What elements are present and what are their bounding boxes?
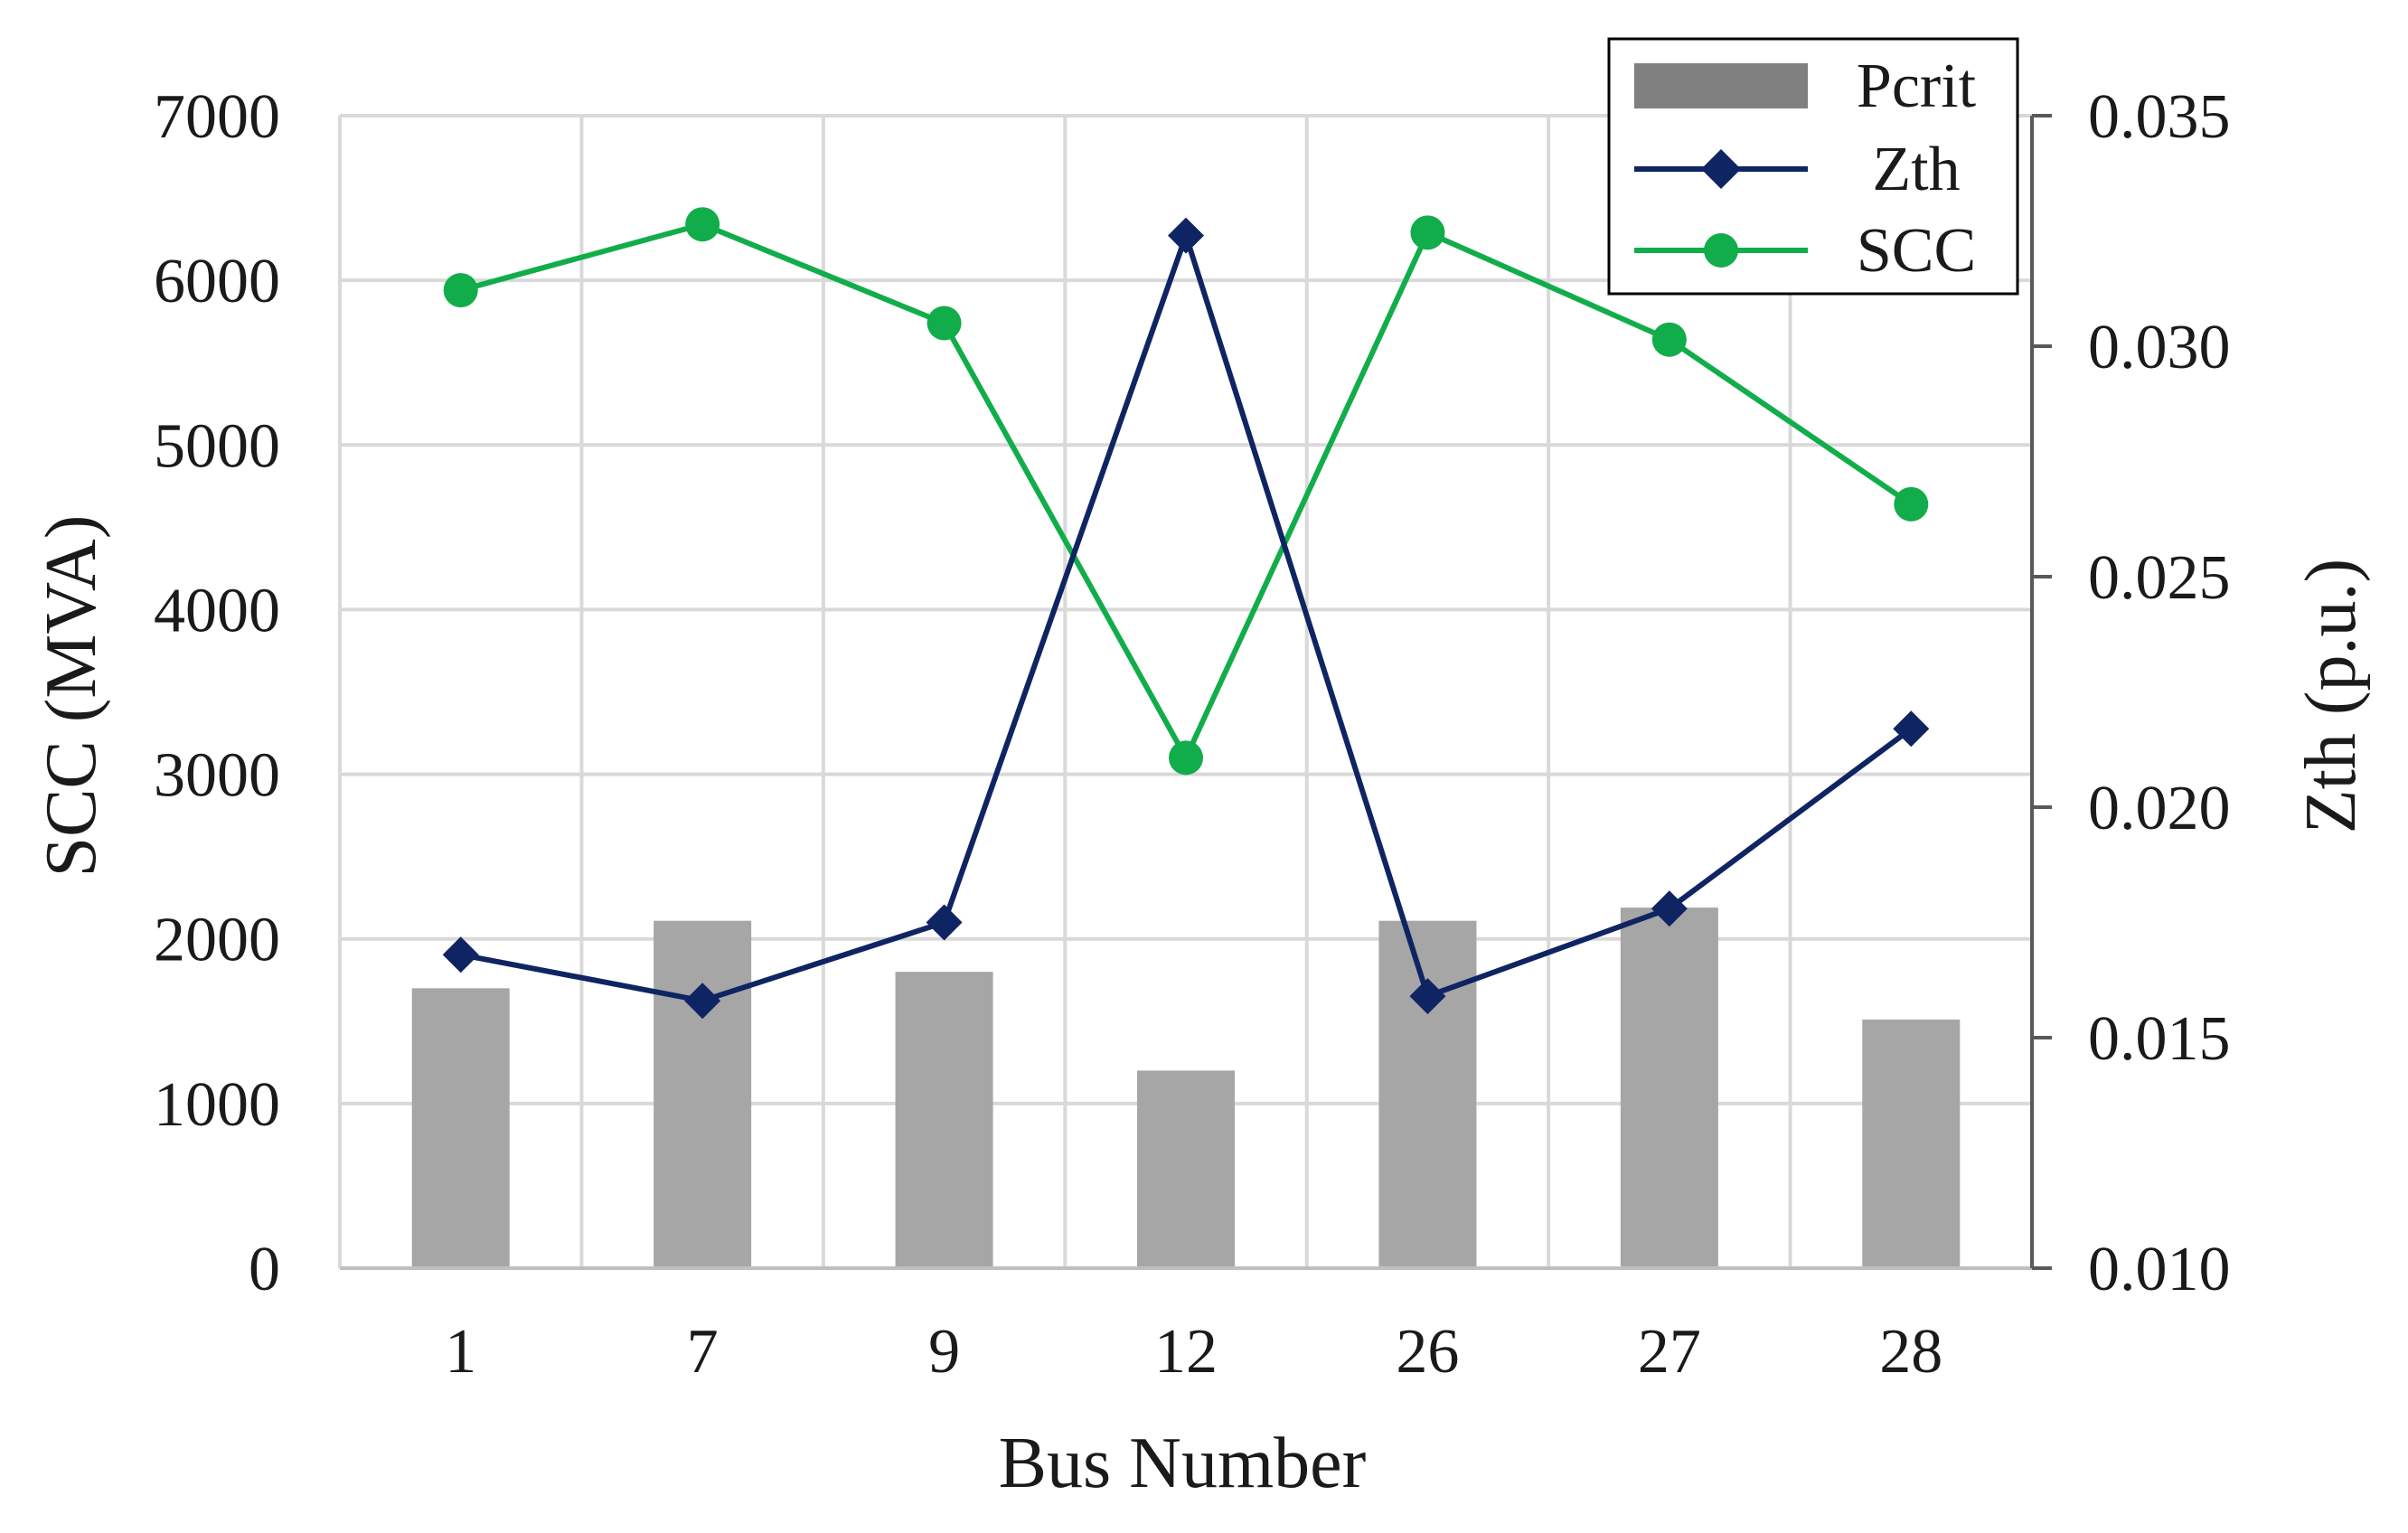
y-tick-right-label: 0.015	[2088, 1004, 2231, 1074]
y-axis-title-left: SCC (MVA)	[32, 515, 111, 878]
x-tick-label: 28	[1879, 1317, 1942, 1387]
tick-labels: 0 1000 2000 3000 4000 5000 6000 7000 0.010 0.015 0…	[154, 82, 2231, 1387]
point-scc	[1169, 740, 1203, 776]
y-tick-left-label: 3000	[154, 741, 280, 811]
point-scc	[1410, 215, 1445, 250]
bar-pcrit	[1137, 1070, 1235, 1268]
y-tick-left-label: 0	[249, 1235, 280, 1304]
point-scc	[685, 207, 720, 242]
y-tick-right-label: 0.025	[2088, 543, 2231, 613]
y-tick-left-label: 4000	[154, 576, 280, 645]
legend: Pcrit Zth SCC	[1607, 37, 2019, 296]
bar-pcrit	[1620, 908, 1718, 1268]
bars	[411, 908, 1961, 1268]
x-tick-label: 26	[1396, 1317, 1459, 1387]
point-zth	[1409, 978, 1446, 1015]
grid	[338, 114, 2034, 1268]
y-tick-right-label: 0.010	[2088, 1235, 2231, 1304]
legend-marker-scc	[1704, 233, 1738, 268]
point-zth	[684, 983, 721, 1020]
x-tick-label: 7	[687, 1317, 719, 1387]
bar-pcrit	[895, 972, 993, 1268]
point-zth	[1893, 710, 1930, 748]
legend-label-scc: SCC	[1857, 216, 1976, 286]
point-scc	[1894, 486, 1929, 522]
x-axis-title: Bus Number	[999, 1424, 1367, 1503]
point-scc	[1651, 322, 1687, 357]
axes	[340, 114, 2052, 1270]
legend-marker-zth	[1701, 149, 1741, 189]
point-zth	[926, 904, 963, 941]
point-zth	[1168, 217, 1204, 254]
y-tick-left-label: 1000	[154, 1070, 280, 1140]
y-tick-left-label: 5000	[154, 411, 280, 481]
y-tick-left-label: 7000	[154, 82, 280, 152]
point-zth	[1651, 890, 1688, 927]
x-tick-label: 1	[445, 1317, 476, 1387]
point-zth	[442, 936, 479, 973]
y-tick-left-label: 2000	[154, 906, 280, 975]
point-scc	[927, 306, 962, 341]
y-tick-right-label: 0.020	[2088, 774, 2231, 843]
bar-pcrit	[1862, 1019, 1961, 1268]
y-tick-left-label: 6000	[154, 247, 280, 316]
x-tick-label: 12	[1154, 1317, 1218, 1387]
bar-pcrit	[411, 988, 510, 1268]
x-tick-label: 9	[928, 1317, 960, 1387]
legend-swatch-pcrit	[1634, 63, 1808, 108]
bar-pcrit	[654, 920, 752, 1268]
series-lines	[442, 207, 1930, 1020]
bar-pcrit	[1378, 920, 1477, 1268]
legend-label-pcrit: Pcrit	[1857, 52, 1977, 121]
y-tick-right-label: 0.030	[2088, 313, 2231, 382]
line-zth	[460, 232, 1914, 1004]
point-scc	[443, 273, 478, 308]
line-scc	[459, 221, 1913, 761]
legend-label-zth: Zth	[1872, 135, 1960, 204]
x-tick-label: 27	[1638, 1317, 1701, 1387]
y-axis-title-right: Zth (p.u.)	[2291, 559, 2371, 833]
y-tick-right-label: 0.035	[2088, 82, 2231, 152]
